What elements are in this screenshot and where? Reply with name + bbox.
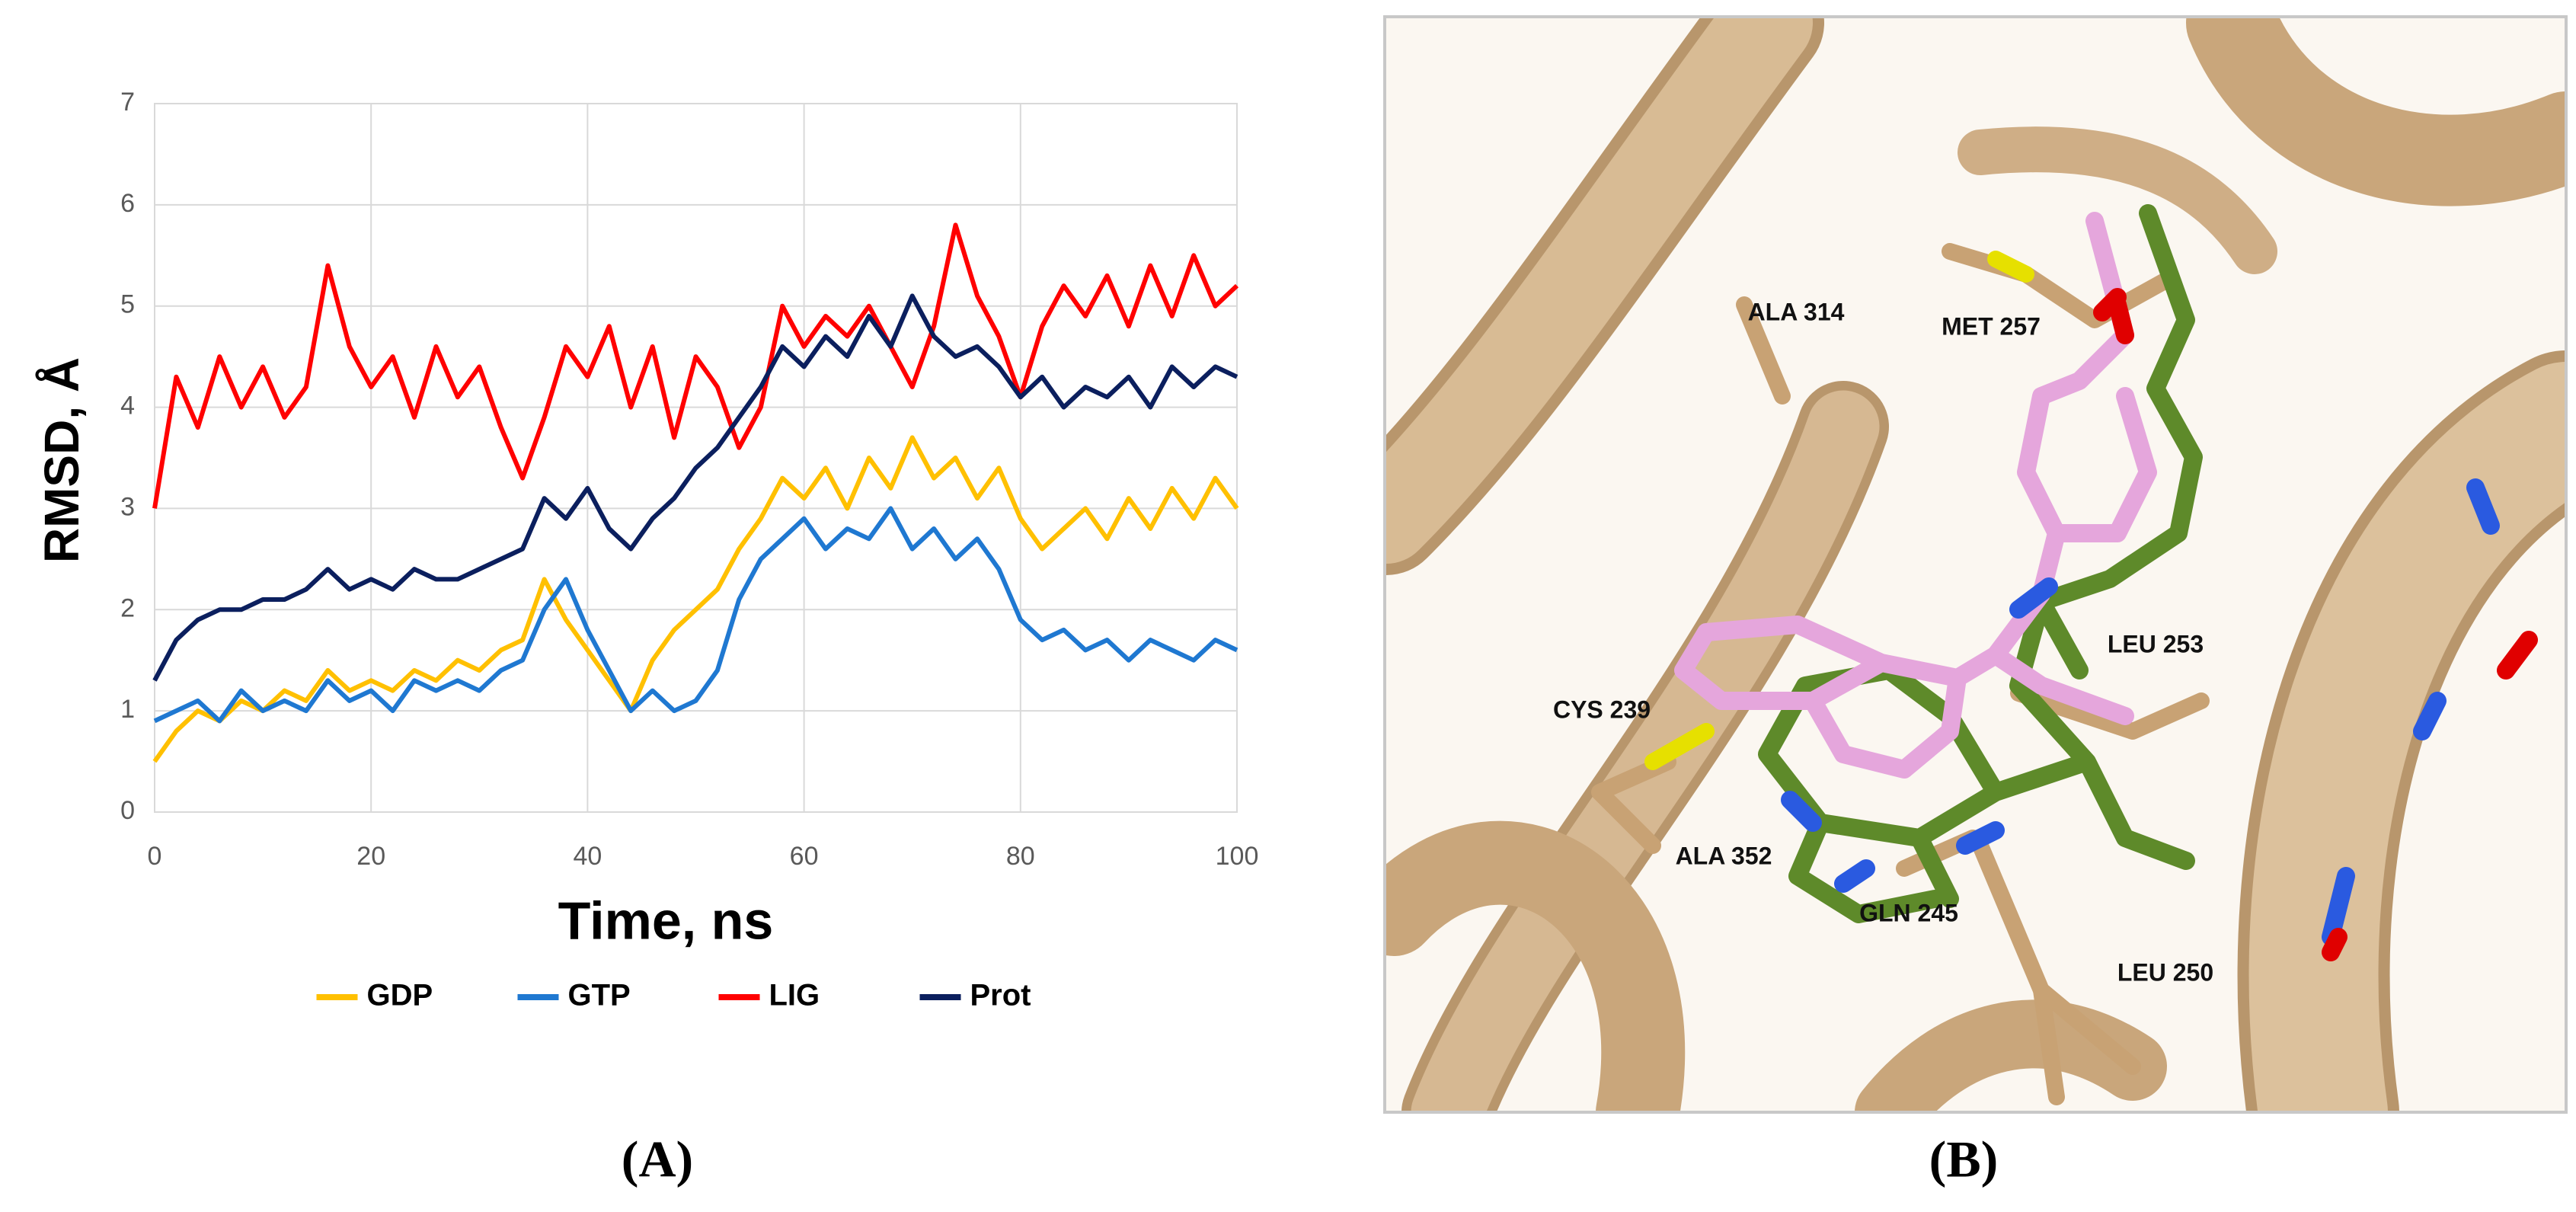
- residue-label: MET 257: [1942, 312, 2041, 340]
- y-tick-label: 3: [120, 492, 135, 521]
- legend-label: Prot: [970, 979, 1031, 1012]
- grid: [154, 103, 1238, 813]
- y-tick-label: 4: [120, 392, 135, 421]
- y-tick-label: 7: [120, 88, 135, 117]
- series-line: [152, 222, 1239, 509]
- y-tick-label: 1: [120, 695, 135, 724]
- residue-label: CYS 239: [1553, 696, 1651, 723]
- residue-label: LEU 253: [2108, 630, 2204, 657]
- x-tick-label: 80: [1006, 842, 1035, 871]
- panel-label: (B): [1929, 1130, 1999, 1188]
- residue-label: ALA 352: [1676, 842, 1772, 869]
- x-tick-label: 20: [356, 842, 385, 871]
- structure-image: ALA 314 MET 257 LEU 253 CYS 239 ALA 352 …: [1383, 15, 2568, 1114]
- series-line: [153, 506, 1238, 724]
- y-tick-label: 2: [120, 593, 135, 622]
- plot-frame: [154, 103, 1238, 813]
- x-tick-label: 0: [148, 842, 162, 871]
- residue-label: ALA 314: [1748, 298, 1845, 325]
- x-tick-label: 40: [573, 842, 602, 871]
- sticks: [1591, 204, 2538, 1105]
- legend-label: GTP: [568, 979, 631, 1012]
- legend-label: LIG: [769, 979, 820, 1012]
- residue-label: LEU 250: [2117, 958, 2213, 986]
- y-axis-title: RMSD, Å: [34, 357, 89, 563]
- series-line: [152, 293, 1238, 682]
- x-tick-label: 100: [1216, 842, 1259, 871]
- x-axis-title: Time, ns: [558, 891, 774, 950]
- panel-label: (A): [622, 1130, 693, 1188]
- series-line: [152, 435, 1239, 763]
- x-tick-label: 60: [790, 842, 819, 871]
- y-tick-label: 6: [120, 189, 135, 218]
- y-tick-label: 5: [120, 290, 135, 319]
- residue-labels: ALA 314 MET 257 LEU 253 CYS 239 ALA 352 …: [1553, 298, 2213, 986]
- y-tick-label: 0: [120, 796, 135, 825]
- legend-label: GDP: [367, 979, 433, 1012]
- residue-label: GLN 245: [1859, 899, 1958, 926]
